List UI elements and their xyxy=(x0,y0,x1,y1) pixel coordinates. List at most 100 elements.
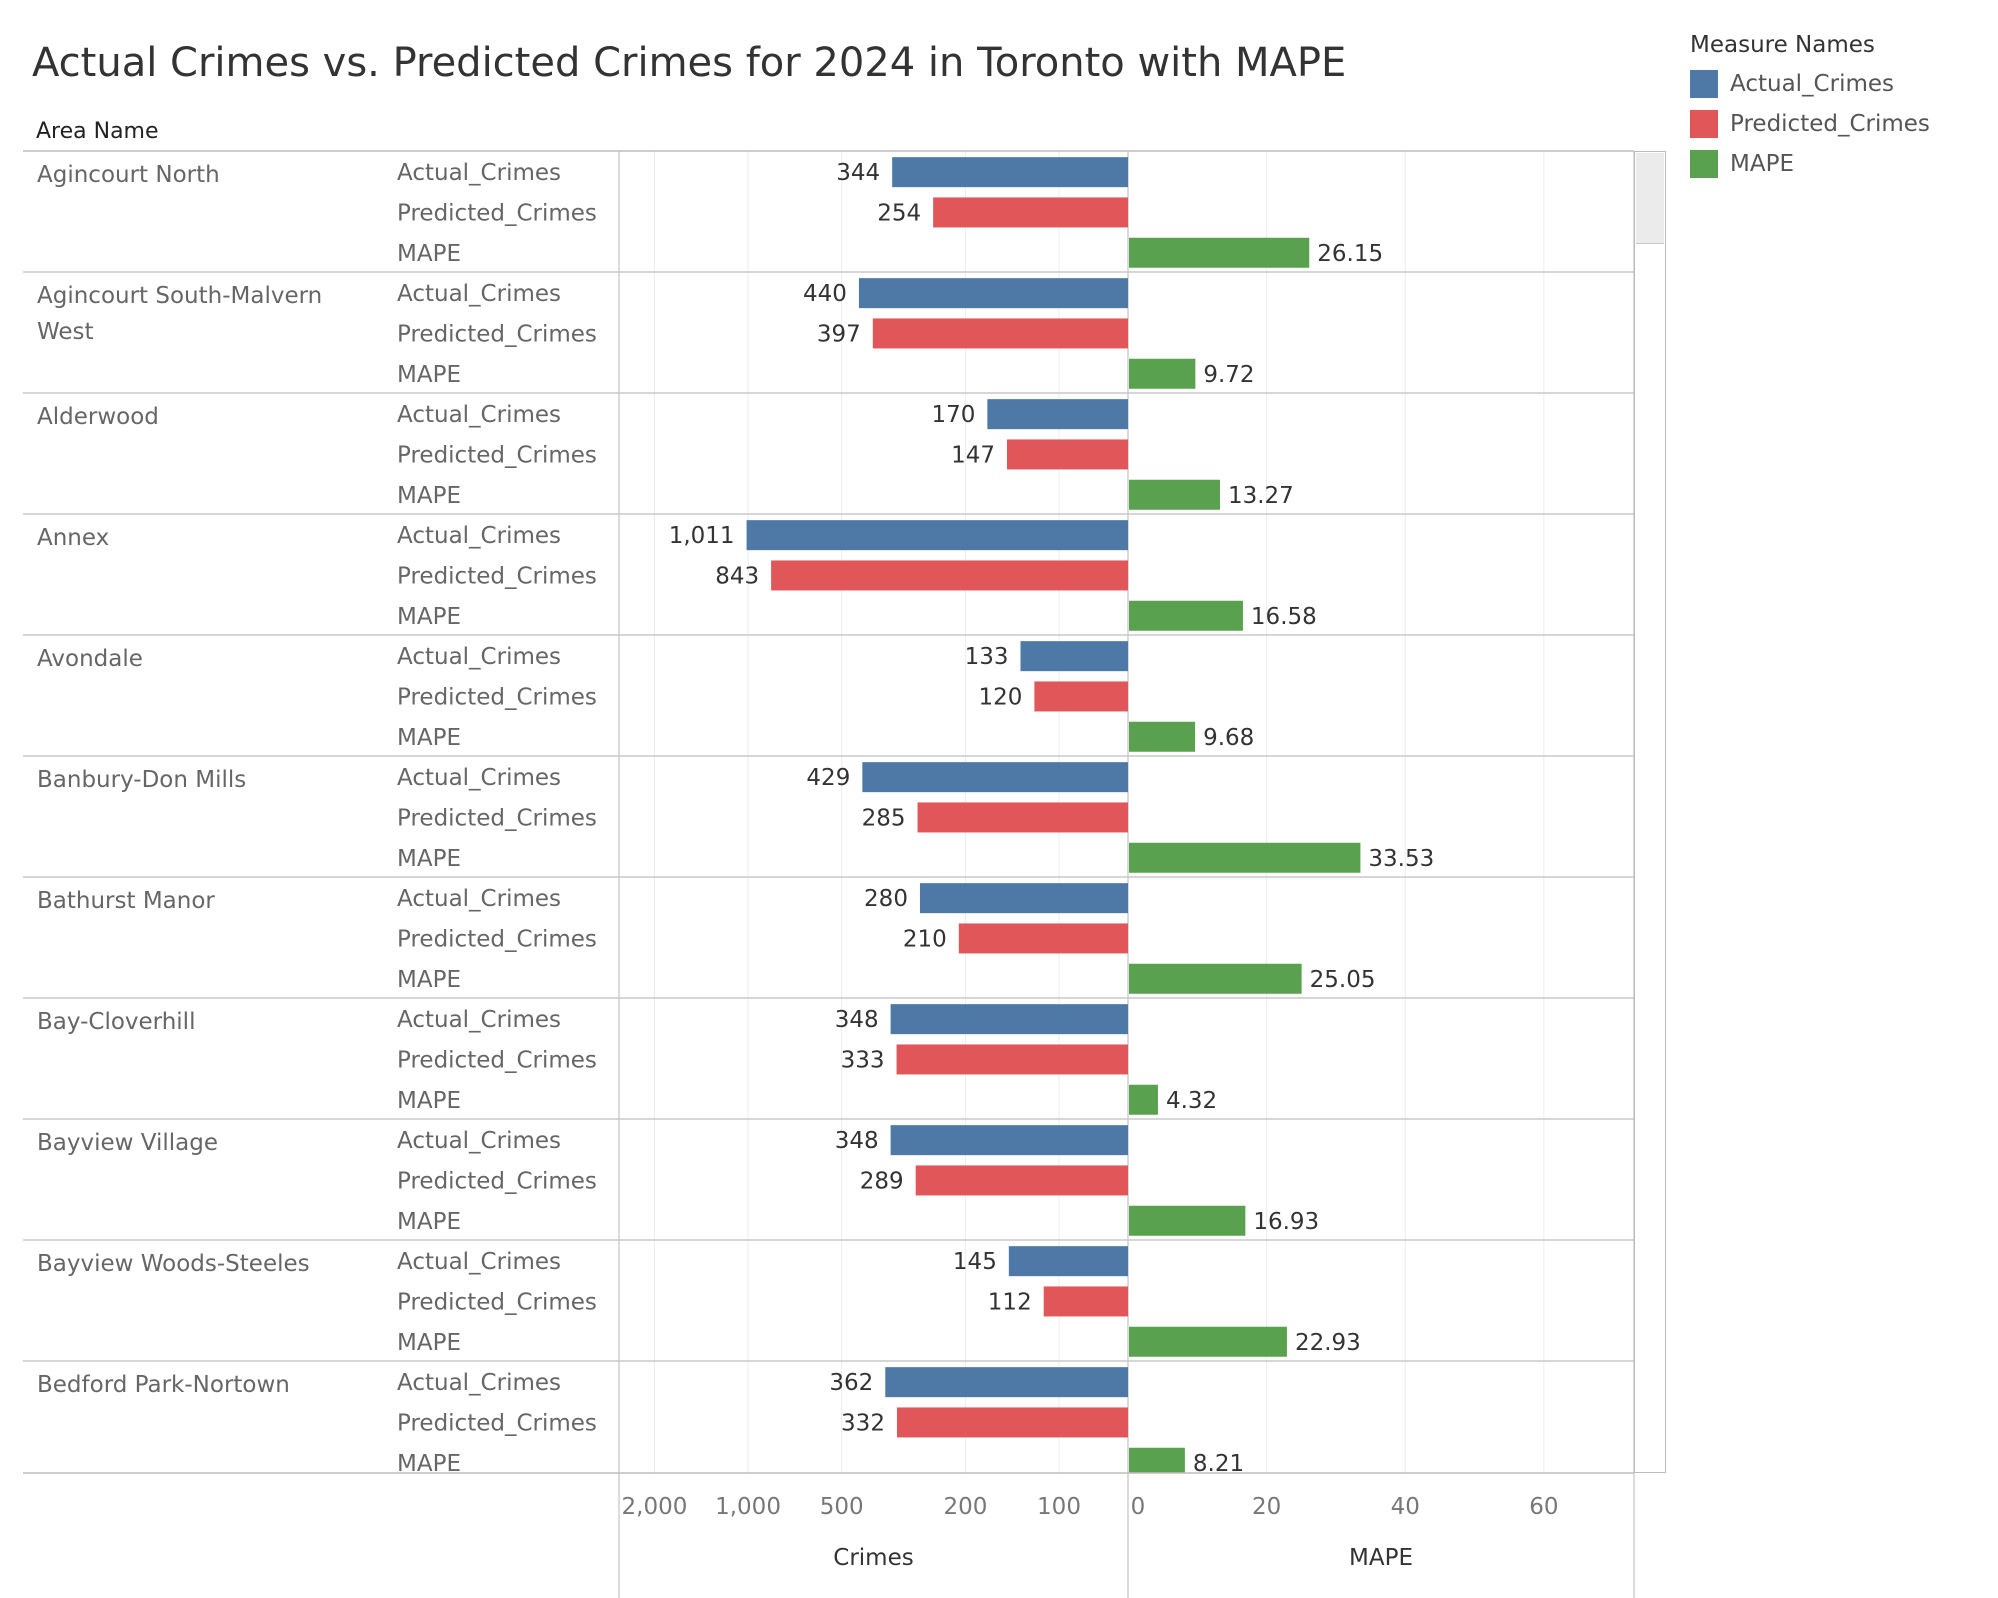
crimes-tick-label: 200 xyxy=(943,1494,987,1520)
measure-name-label: Predicted_Crimes xyxy=(397,1047,597,1073)
mape-bar xyxy=(1129,1326,1287,1357)
measure-name-label: Actual_Crimes xyxy=(397,886,561,912)
actual-crimes-bar xyxy=(885,1367,1128,1398)
predicted-crimes-bar xyxy=(1043,1286,1128,1317)
legend-item-mape[interactable]: MAPE xyxy=(1690,144,1930,184)
mape-value-label: 13.27 xyxy=(1228,483,1294,509)
mape-value-label: 9.68 xyxy=(1203,725,1254,751)
mape-tick-label: 0 xyxy=(1131,1494,1146,1520)
bar-value-label: 133 xyxy=(965,644,1009,670)
area-name-label: Annex xyxy=(37,525,109,551)
crimes-axis-title: Crimes xyxy=(833,1545,913,1571)
measure-name-label: Actual_Crimes xyxy=(397,765,561,791)
bar-value-label: 120 xyxy=(978,684,1022,710)
bar-value-label: 1,011 xyxy=(669,523,735,549)
actual-crimes-bar xyxy=(890,1125,1128,1156)
bar-value-label: 362 xyxy=(829,1370,873,1396)
mape-bar xyxy=(1129,479,1220,510)
measure-name-label: MAPE xyxy=(397,483,461,509)
predicted-crimes-bar xyxy=(896,1407,1128,1438)
area-name-label: Alderwood xyxy=(37,404,159,430)
measure-name-label: Actual_Crimes xyxy=(397,1007,561,1033)
actual-crimes-bar xyxy=(746,520,1128,551)
area-name-label: Banbury-Don Mills xyxy=(37,767,246,793)
measure-name-label: Actual_Crimes xyxy=(397,1128,561,1154)
measure-name-label: MAPE xyxy=(397,846,461,872)
bar-value-label: 348 xyxy=(835,1128,879,1154)
measure-name-label: MAPE xyxy=(397,1330,461,1356)
mape-value-label: 16.58 xyxy=(1251,604,1317,630)
mape-value-label: 33.53 xyxy=(1368,846,1434,872)
measure-name-label: Predicted_Crimes xyxy=(397,1410,597,1436)
legend-swatch-actual xyxy=(1690,70,1718,98)
mape-bar xyxy=(1129,963,1302,994)
bar-value-label: 170 xyxy=(931,402,975,428)
bar-value-label: 843 xyxy=(715,563,759,589)
predicted-crimes-bar xyxy=(1006,439,1128,470)
area-name-label: Avondale xyxy=(37,646,143,672)
measure-name-label: Actual_Crimes xyxy=(397,160,561,186)
actual-crimes-bar xyxy=(858,278,1128,309)
mape-bar xyxy=(1129,1084,1158,1115)
mape-bar xyxy=(1129,1447,1185,1473)
legend-label-predicted: Predicted_Crimes xyxy=(1730,111,1930,137)
crimes-tick-label: 2,000 xyxy=(622,1494,688,1520)
measure-name-label: Predicted_Crimes xyxy=(397,684,597,710)
predicted-crimes-bar xyxy=(917,802,1128,833)
bar-value-label: 440 xyxy=(803,281,847,307)
actual-crimes-bar xyxy=(890,1004,1128,1035)
bar-value-label: 145 xyxy=(953,1249,997,1275)
mape-bar xyxy=(1129,600,1243,631)
measure-name-label: MAPE xyxy=(397,1088,461,1114)
area-name-label: Bayview Woods-Steeles xyxy=(37,1251,310,1277)
measure-name-label: MAPE xyxy=(397,967,461,993)
measure-name-label: Actual_Crimes xyxy=(397,1249,561,1275)
mape-bar xyxy=(1129,842,1361,873)
scrollbar-thumb[interactable] xyxy=(1636,153,1664,244)
mape-value-label: 26.15 xyxy=(1317,241,1383,267)
predicted-crimes-bar xyxy=(896,1044,1128,1075)
predicted-crimes-bar xyxy=(1034,681,1128,712)
area-name-label: West xyxy=(37,319,94,345)
measure-name-label: Predicted_Crimes xyxy=(397,200,597,226)
bar-value-label: 285 xyxy=(862,805,906,831)
bar-value-label: 344 xyxy=(836,160,880,186)
bar-value-label: 147 xyxy=(951,442,995,468)
mape-bar xyxy=(1129,721,1196,752)
area-name-label: Bathurst Manor xyxy=(37,888,215,914)
area-name-label: Bedford Park-Nortown xyxy=(37,1372,290,1398)
legend: Measure Names Actual_Crimes Predicted_Cr… xyxy=(1690,32,1930,184)
predicted-crimes-bar xyxy=(958,923,1128,954)
legend-label-actual: Actual_Crimes xyxy=(1730,71,1894,97)
vertical-scrollbar[interactable] xyxy=(1634,151,1666,1473)
mape-bar xyxy=(1129,237,1310,268)
measure-name-label: Predicted_Crimes xyxy=(397,442,597,468)
legend-swatch-mape xyxy=(1690,150,1718,178)
mape-tick-label: 20 xyxy=(1252,1494,1281,1520)
legend-item-actual[interactable]: Actual_Crimes xyxy=(1690,64,1930,104)
bar-value-label: 289 xyxy=(860,1168,904,1194)
area-name-header: Area Name xyxy=(36,119,159,144)
bar-value-label: 348 xyxy=(835,1007,879,1033)
bar-value-label: 332 xyxy=(841,1410,885,1436)
measure-name-label: Predicted_Crimes xyxy=(397,926,597,952)
mape-tick-label: 60 xyxy=(1529,1494,1558,1520)
area-name-label: Agincourt South-Malvern xyxy=(37,283,322,309)
mape-value-label: 4.32 xyxy=(1166,1088,1217,1114)
measure-name-label: Predicted_Crimes xyxy=(397,1168,597,1194)
predicted-crimes-bar xyxy=(915,1165,1128,1196)
actual-crimes-bar xyxy=(987,399,1128,430)
mape-value-label: 16.93 xyxy=(1253,1209,1319,1235)
area-name-label: Agincourt North xyxy=(37,162,220,188)
mape-value-label: 8.21 xyxy=(1193,1451,1244,1477)
measure-name-label: Predicted_Crimes xyxy=(397,321,597,347)
actual-crimes-bar xyxy=(1020,641,1128,672)
measure-name-label: Predicted_Crimes xyxy=(397,563,597,589)
crimes-tick-label: 1,000 xyxy=(715,1494,781,1520)
measure-name-label: MAPE xyxy=(397,1209,461,1235)
mape-tick-label: 40 xyxy=(1391,1494,1420,1520)
measure-name-label: Predicted_Crimes xyxy=(397,805,597,831)
chart-title: Actual Crimes vs. Predicted Crimes for 2… xyxy=(32,40,1347,86)
predicted-crimes-bar xyxy=(933,197,1128,228)
legend-item-predicted[interactable]: Predicted_Crimes xyxy=(1690,104,1930,144)
